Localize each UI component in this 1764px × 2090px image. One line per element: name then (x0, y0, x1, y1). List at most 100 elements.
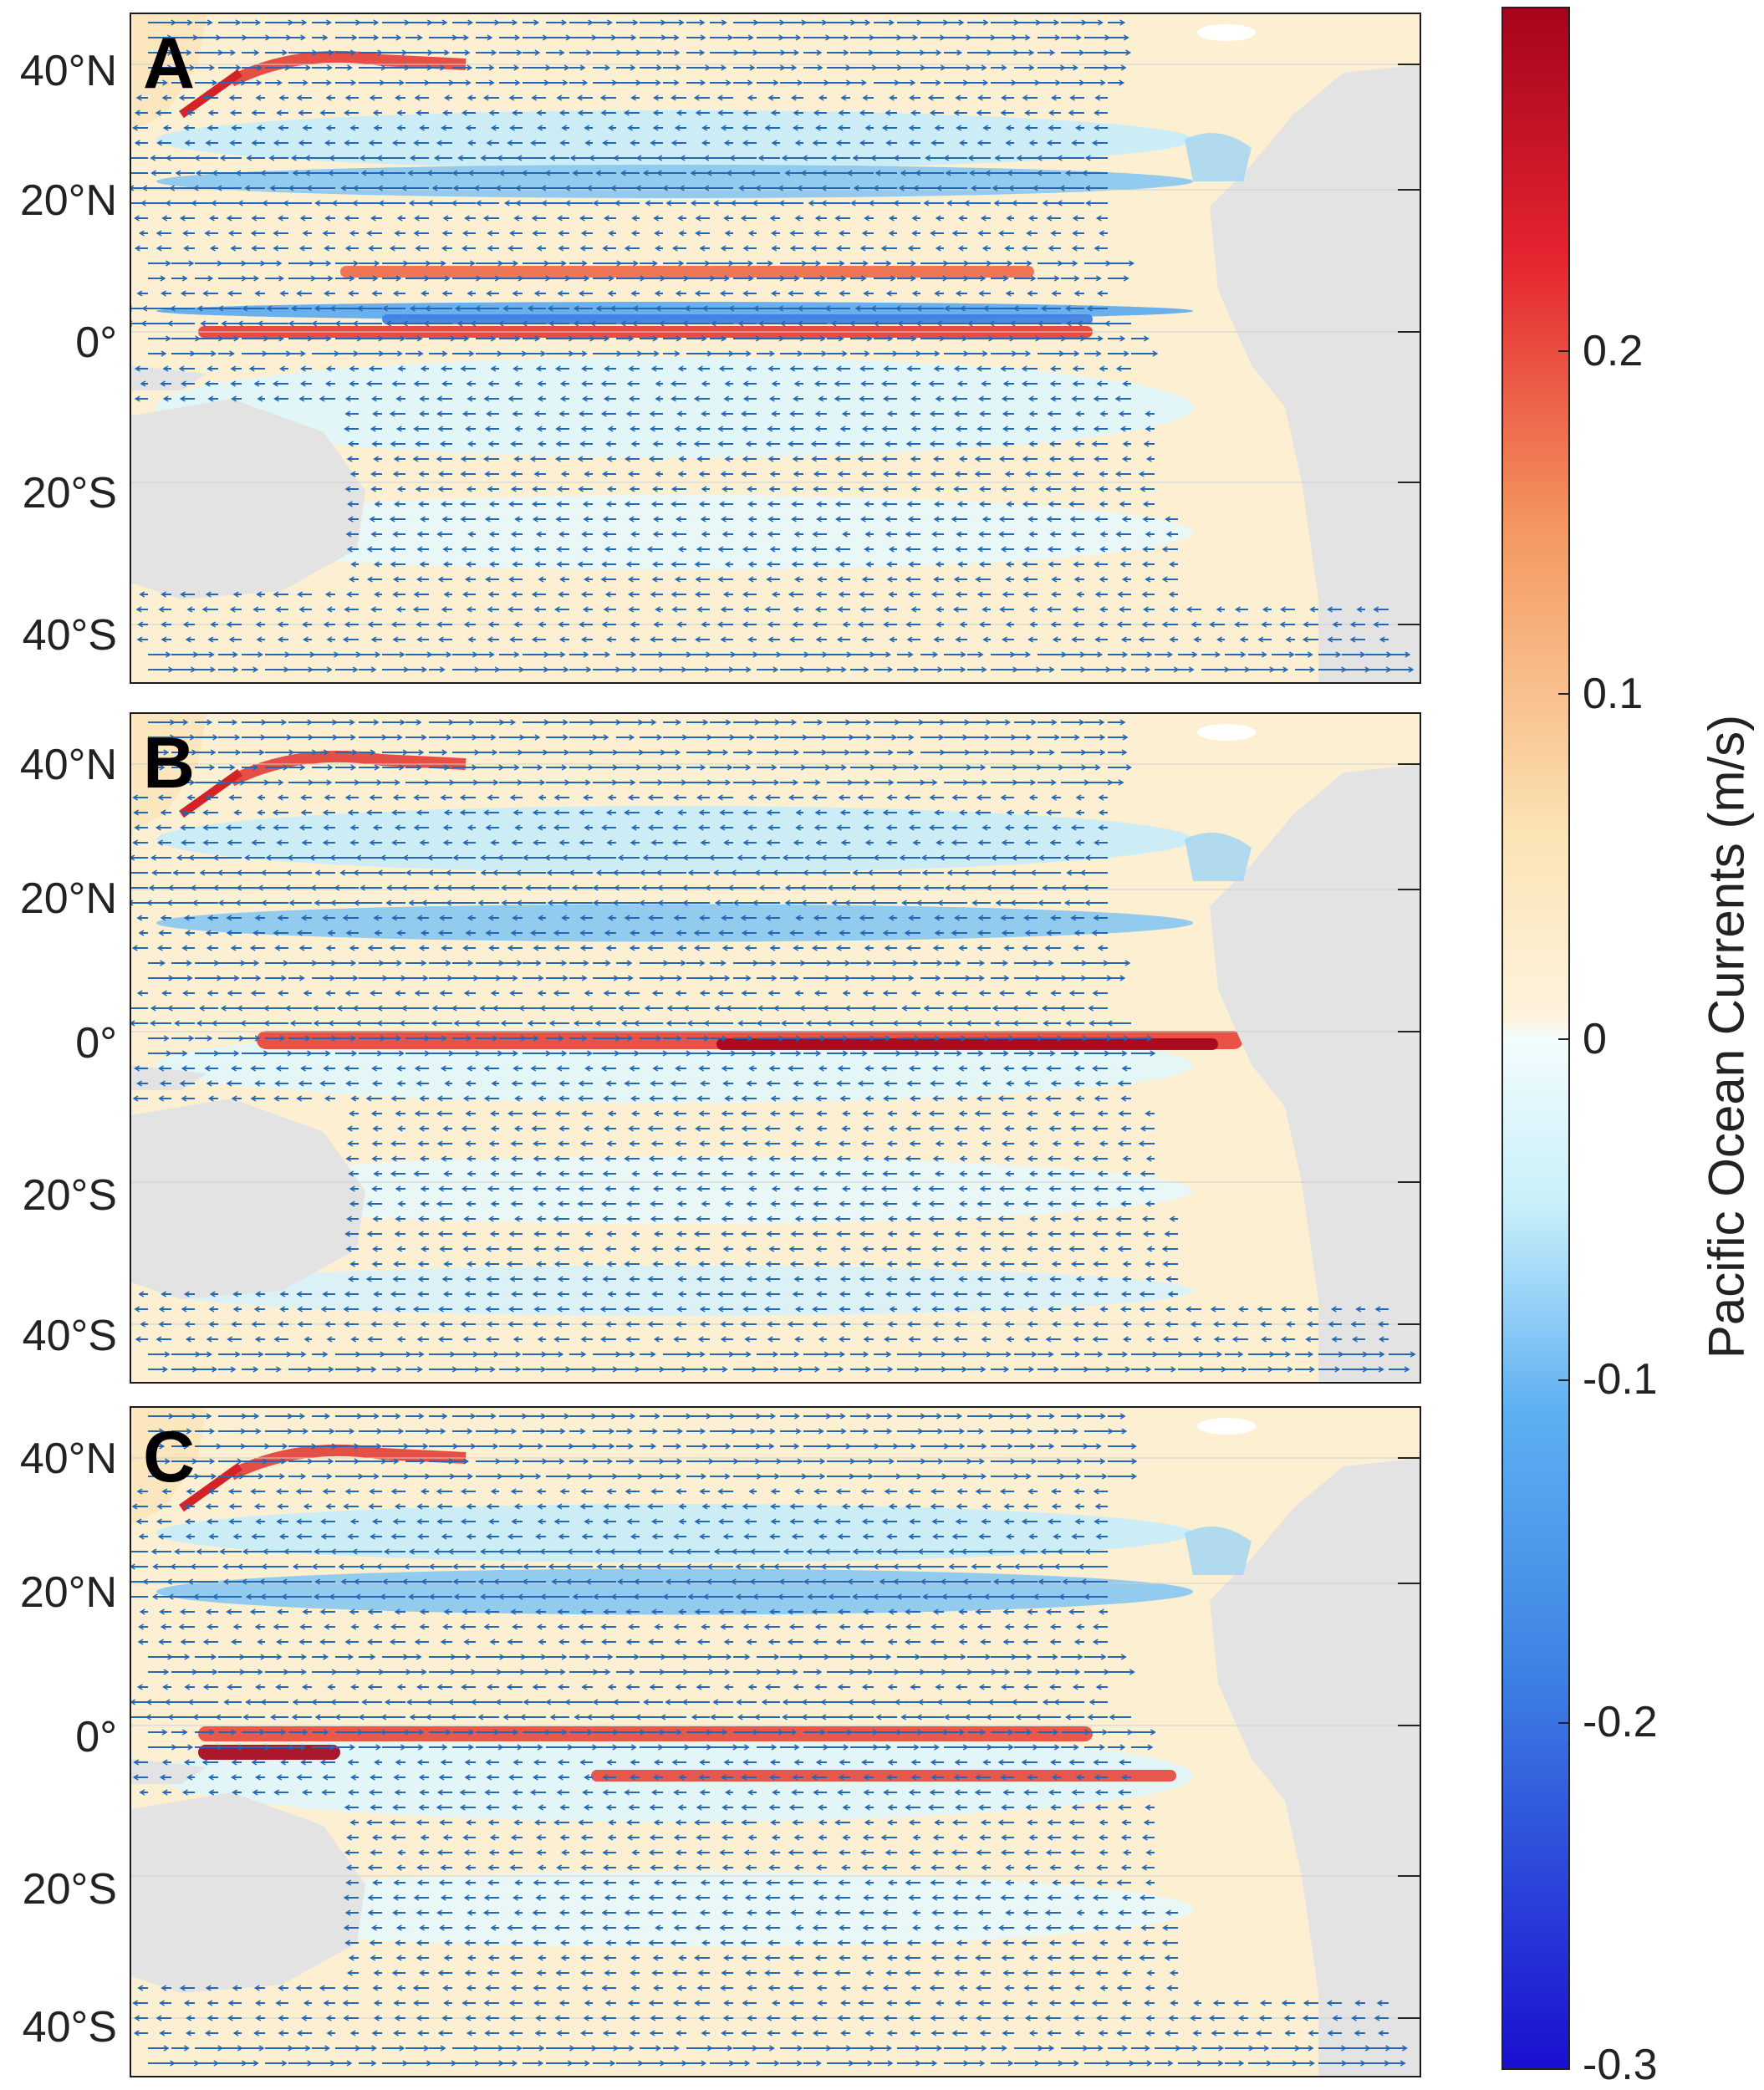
arrow-head (628, 516, 635, 522)
arrow-head (412, 606, 419, 613)
arrow-head (255, 19, 262, 26)
arrow-head (181, 809, 187, 816)
arrow-head (345, 930, 352, 936)
arrow-head (584, 471, 590, 477)
arrow-head (1049, 839, 1056, 846)
arrow-head (630, 34, 637, 41)
arrow-head (459, 794, 466, 801)
arrow-head (553, 824, 559, 831)
arrow-head (908, 915, 915, 921)
arrow-head (517, 275, 524, 282)
arrow-head (742, 546, 748, 553)
arrow-head (561, 915, 568, 921)
arrow-head (628, 365, 635, 372)
arrow-head (1063, 854, 1069, 861)
arrow-head (231, 395, 237, 402)
arrow-head (1050, 621, 1057, 628)
arrow-head (1066, 869, 1073, 876)
arrow-head (349, 275, 355, 282)
arrow-head (492, 749, 498, 756)
arrow-head (446, 884, 452, 891)
arrow-head (674, 350, 681, 357)
arrow-head (353, 350, 359, 357)
arrow-head (1073, 621, 1079, 628)
arrow-head (815, 636, 822, 643)
arrow-head (507, 245, 514, 252)
arrow-head (416, 335, 423, 342)
arrow-head (509, 636, 516, 643)
arrow-head (288, 185, 294, 191)
arrow-head (657, 779, 664, 786)
arrow-head (767, 260, 774, 267)
arrow-head (1073, 930, 1080, 936)
arrow-head (1072, 426, 1078, 432)
arrow-head (162, 365, 169, 372)
arrow-head (284, 884, 291, 891)
arrow-head (606, 19, 613, 26)
arrow-head (488, 79, 495, 86)
arrow-head (883, 621, 890, 628)
arrow-head (1122, 734, 1129, 741)
arrow-head (487, 794, 493, 801)
arrow-head (1099, 365, 1105, 372)
arrow-head (882, 930, 889, 936)
arrow-head (1099, 734, 1106, 741)
arrow-head (392, 531, 399, 538)
arrow-head (487, 441, 494, 447)
arrow-head (441, 749, 448, 756)
arrow-head (377, 49, 384, 56)
arrow-head (630, 290, 637, 297)
arrow-head (1010, 869, 1017, 876)
arrow-head (797, 305, 803, 312)
arrow-head (840, 839, 847, 846)
arrow-head (730, 869, 737, 876)
arrow-head (457, 155, 464, 161)
arrow-head (655, 245, 661, 252)
arrow-head (1099, 501, 1105, 507)
arrow-head (617, 854, 624, 861)
arrow-head (1028, 140, 1035, 146)
arrow-head (300, 34, 307, 41)
arrow-head (745, 764, 752, 771)
arrow-head (794, 576, 800, 583)
arrow-head (155, 824, 161, 831)
arrow-head (467, 170, 474, 176)
arrow-head (956, 501, 963, 507)
arrow-head (437, 471, 444, 477)
arrow-head (770, 230, 777, 237)
arrow-head (490, 365, 497, 372)
arrow-head (716, 94, 723, 101)
arrow-head (1146, 651, 1153, 658)
arrow-head (344, 215, 350, 222)
arrow-head (650, 365, 657, 372)
arrow-head (1191, 651, 1198, 658)
arrow-head (1099, 531, 1106, 538)
arrow-head (802, 869, 808, 876)
arrow-head (812, 365, 818, 372)
arrow-head (372, 275, 379, 282)
arrow-head (433, 884, 439, 891)
arrow-head (633, 260, 640, 267)
arrow-head (630, 441, 637, 447)
arrow-head (446, 651, 452, 658)
arrow-head (954, 471, 961, 477)
arrow-head (1048, 749, 1055, 756)
arrow-head (859, 140, 865, 146)
arrow-head (1141, 591, 1148, 598)
arrow-head (1119, 19, 1126, 26)
arrow-head (161, 636, 167, 643)
arrow-head (374, 561, 380, 568)
arrow-head (600, 380, 607, 387)
arrow-head (433, 155, 440, 161)
arrow-head (888, 749, 895, 756)
arrow-head (165, 200, 171, 206)
arrow-head (468, 719, 475, 726)
arrow-head (235, 19, 242, 26)
arrow-head (742, 140, 748, 146)
arrow-head (627, 125, 634, 131)
arrow-head (701, 531, 707, 538)
arrow-head (895, 305, 901, 312)
arrow-head (679, 155, 686, 161)
arrow-head (420, 516, 426, 522)
arrow-head (179, 215, 186, 222)
